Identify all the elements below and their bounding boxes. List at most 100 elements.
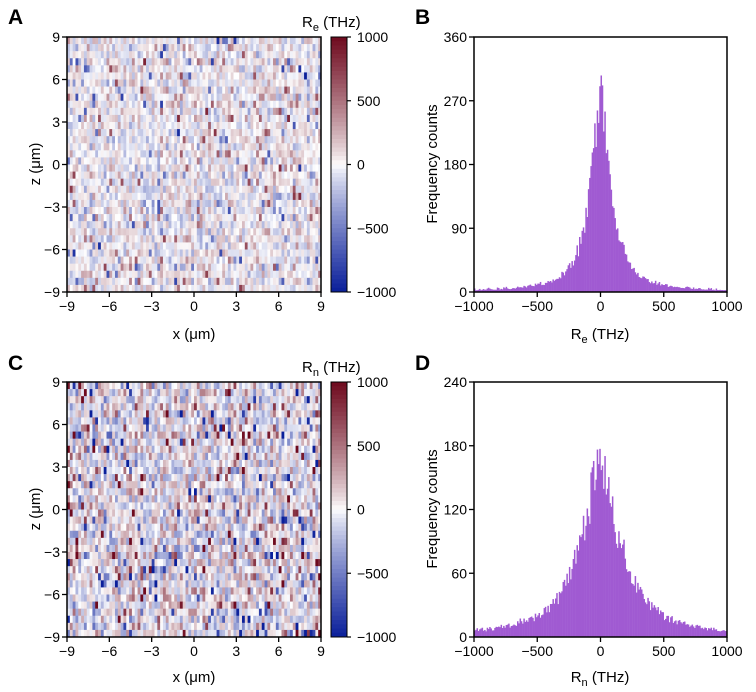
heatmap-cell xyxy=(275,143,279,151)
heatmap-cell xyxy=(258,199,263,208)
heatmap-cell xyxy=(78,185,82,194)
heatmap-cell xyxy=(289,136,294,144)
histogram-bar xyxy=(687,286,690,292)
heatmap-cell xyxy=(199,277,203,286)
heatmap-cell xyxy=(295,72,299,80)
heatmap-cell xyxy=(230,235,234,243)
heatmap-cell xyxy=(89,221,93,229)
heatmap-cell xyxy=(151,207,155,215)
heatmap-cell xyxy=(275,51,279,59)
x-tick-label: 9 xyxy=(317,298,325,314)
heatmap-cell xyxy=(137,207,141,215)
heatmap-cell xyxy=(278,417,282,425)
heatmap-cell xyxy=(137,100,141,109)
heatmap-cell xyxy=(244,65,248,73)
heatmap-cell xyxy=(202,228,206,236)
heatmap-cell xyxy=(253,256,257,264)
heatmap-cell xyxy=(182,171,186,179)
heatmap-cell xyxy=(100,242,104,250)
heatmap-cell xyxy=(86,221,90,229)
heatmap-cell xyxy=(292,445,296,454)
heatmap-cell xyxy=(298,100,302,109)
heatmap-cell xyxy=(247,474,251,482)
heatmap-cell xyxy=(165,44,169,52)
heatmap-cell xyxy=(205,403,209,411)
heatmap-cell xyxy=(295,114,299,123)
heatmap-cell xyxy=(244,242,248,250)
heatmap-cell xyxy=(289,171,294,179)
heatmap-cell xyxy=(191,488,195,496)
heatmap-cell xyxy=(143,164,147,172)
heatmap-cell xyxy=(174,256,178,264)
heatmap-cell xyxy=(196,58,200,66)
heatmap-cell xyxy=(295,150,299,158)
heatmap-cell xyxy=(81,192,85,201)
heatmap-cell xyxy=(312,185,316,194)
heatmap-cell xyxy=(182,452,186,461)
heatmap-cell xyxy=(120,242,124,250)
heatmap-cell xyxy=(154,410,158,418)
heatmap-cell xyxy=(100,58,104,66)
heatmap-cell xyxy=(309,270,313,279)
heatmap-cell xyxy=(171,58,175,66)
colorbar-segment xyxy=(331,228,347,233)
heatmap-cell xyxy=(239,382,243,390)
heatmap-cell xyxy=(258,100,263,109)
heatmap-cell xyxy=(298,178,302,187)
heatmap-cell xyxy=(148,171,152,179)
heatmap-cell xyxy=(225,452,229,461)
heatmap-cell xyxy=(301,79,305,87)
histogram-bar xyxy=(567,265,570,292)
heatmap-cell xyxy=(188,235,192,243)
heatmap-cell xyxy=(315,79,319,87)
heatmap-cell xyxy=(98,93,102,102)
heatmap-cell xyxy=(244,221,248,229)
heatmap-cell xyxy=(208,481,212,489)
heatmap-cell xyxy=(103,228,107,236)
heatmap-cell xyxy=(112,58,116,66)
heatmap-cell xyxy=(81,438,85,447)
heatmap-cell xyxy=(241,235,246,243)
heatmap-cell xyxy=(309,474,313,482)
heatmap-cell xyxy=(95,235,99,243)
heatmap-cell xyxy=(134,79,138,87)
heatmap-cell xyxy=(81,185,85,194)
heatmap-cell xyxy=(78,171,82,179)
heatmap-cell xyxy=(162,431,167,439)
histogram-bar xyxy=(508,289,510,292)
heatmap-cell xyxy=(256,467,260,475)
heatmap-cell xyxy=(109,403,113,411)
heatmap-cell xyxy=(179,178,184,187)
heatmap-cell xyxy=(253,403,257,411)
heatmap-cell xyxy=(162,136,167,144)
colorbar-segment xyxy=(331,258,347,263)
heatmap-cell xyxy=(86,284,90,293)
heatmap-cell xyxy=(216,242,220,250)
heatmap-cell xyxy=(148,79,152,87)
heatmap-cell xyxy=(295,37,299,45)
heatmap-cell xyxy=(188,114,192,123)
heatmap-cell xyxy=(171,86,175,94)
histogram-bar xyxy=(652,283,654,292)
colorbar-segment xyxy=(331,190,347,195)
heatmap-cell xyxy=(131,178,136,187)
heatmap-cell xyxy=(292,107,296,116)
heatmap-cell xyxy=(216,65,220,73)
heatmap-cell xyxy=(315,431,319,439)
heatmap-cell xyxy=(148,452,152,461)
heatmap-cell xyxy=(165,199,169,208)
heatmap-cell xyxy=(157,65,161,73)
heatmap-cell xyxy=(289,93,294,102)
heatmap-cell xyxy=(292,58,296,66)
histogram-bar xyxy=(558,277,561,292)
heatmap-cell xyxy=(315,417,319,425)
heatmap-cell xyxy=(222,445,226,454)
heatmap-cell xyxy=(216,382,220,390)
heatmap-cell xyxy=(171,37,175,45)
heatmap-cell xyxy=(216,72,220,80)
heatmap-cell xyxy=(298,270,302,279)
heatmap-cell xyxy=(117,431,121,439)
heatmap-cell xyxy=(143,129,147,137)
heatmap-cell xyxy=(230,192,234,201)
heatmap-cell xyxy=(98,249,102,257)
